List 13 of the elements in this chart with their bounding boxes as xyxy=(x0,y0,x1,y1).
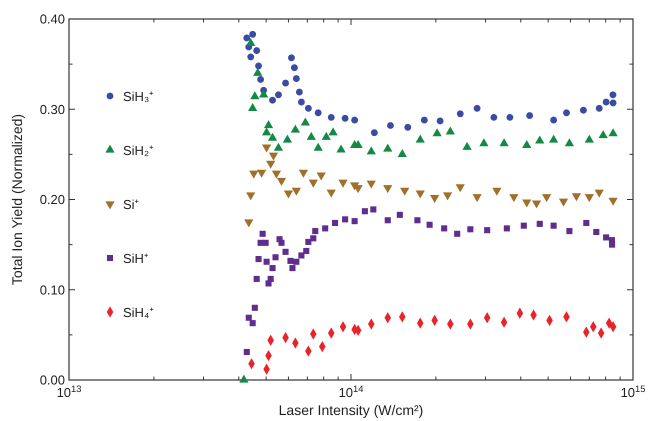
x-tick-label: 10$^{15}$ xyxy=(620,384,646,400)
y-tick-label: 0.40 xyxy=(40,12,65,26)
legend-label: SiH₃⁺ xyxy=(123,89,154,104)
y-tick-label: 0.10 xyxy=(40,282,65,298)
y-tick-label: 0.30 xyxy=(40,102,65,117)
y-tick-label: 0.20 xyxy=(40,192,65,207)
legend-label: SiH₄⁺ xyxy=(123,305,154,320)
x-tick-label: 10$^{14}$ xyxy=(338,384,364,400)
legend-label: SiH₂⁺ xyxy=(123,143,153,158)
legend-label: Si⁺ xyxy=(123,197,139,212)
y-axis-title: Total Ion Yield (Normalized) xyxy=(9,114,25,286)
x-axis-title: Laser Intensity (W/cm²) xyxy=(278,402,424,418)
legend-label: SiH⁺ xyxy=(123,251,148,266)
